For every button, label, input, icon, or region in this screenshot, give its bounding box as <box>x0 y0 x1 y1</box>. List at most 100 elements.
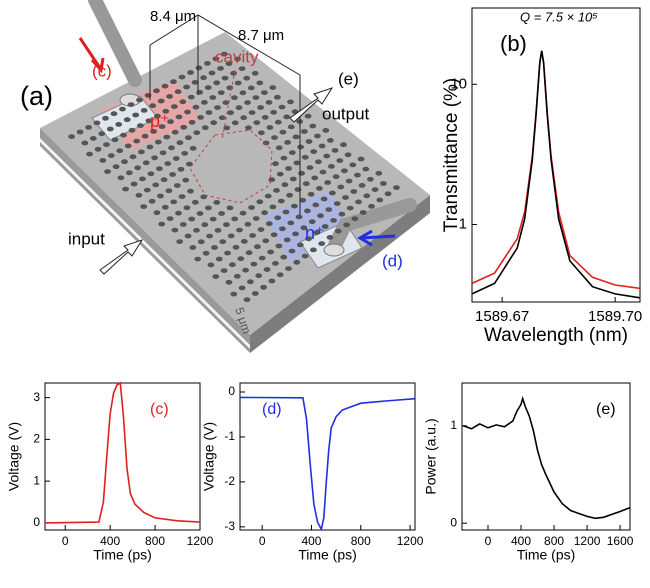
x-tick-label: 400 <box>301 534 321 548</box>
hole <box>252 95 260 100</box>
hole <box>258 255 266 261</box>
hole <box>276 171 284 177</box>
hole <box>310 149 318 155</box>
hole <box>223 222 230 228</box>
hole <box>213 80 221 86</box>
output-label: output <box>322 104 370 123</box>
hole <box>139 176 146 182</box>
hole <box>193 130 201 136</box>
x-tick-label: 1600 <box>607 534 634 548</box>
hole <box>174 89 182 95</box>
x-tick-label: 1200 <box>397 534 424 548</box>
hole <box>187 94 195 100</box>
hole <box>127 102 135 107</box>
hole <box>358 183 366 188</box>
hole <box>165 188 173 194</box>
hole <box>140 108 148 113</box>
hole <box>340 142 347 148</box>
hole <box>98 131 106 137</box>
hole <box>269 204 277 210</box>
y-tick-label: 1 <box>459 215 467 232</box>
hole <box>143 187 151 193</box>
hole <box>231 216 239 222</box>
hole <box>250 261 258 267</box>
x-tick-label: 0 <box>485 534 492 548</box>
hole <box>215 256 223 262</box>
hole <box>170 104 178 109</box>
hole <box>170 79 177 85</box>
x-tick-label: 800 <box>544 534 564 548</box>
hole <box>300 225 308 231</box>
hole <box>111 137 119 143</box>
hole <box>196 89 204 95</box>
hole <box>157 98 165 104</box>
hole <box>156 166 163 172</box>
hole <box>220 268 228 273</box>
hole <box>299 197 307 203</box>
hole <box>264 193 272 199</box>
hole <box>184 109 191 115</box>
hole <box>293 259 301 265</box>
x-tick-label: 0 <box>62 534 69 548</box>
hole <box>225 279 233 285</box>
hole <box>270 232 278 238</box>
hole <box>231 95 238 101</box>
hole <box>263 267 271 272</box>
hole <box>268 177 276 183</box>
hole <box>240 115 248 121</box>
hole <box>393 185 400 191</box>
hole <box>194 256 202 262</box>
slab-side <box>250 195 430 353</box>
hole <box>276 272 284 278</box>
plot-frame <box>239 382 416 531</box>
hole <box>235 105 243 111</box>
hole <box>274 94 281 100</box>
y-tick-label: 0 <box>228 384 235 398</box>
hole <box>232 244 240 250</box>
hole <box>245 250 253 256</box>
hole <box>282 209 290 215</box>
hole <box>270 109 277 115</box>
hole <box>283 114 291 120</box>
hole <box>152 182 160 188</box>
hole <box>240 239 248 244</box>
hole <box>148 198 156 204</box>
hole <box>224 250 232 256</box>
x-tick-label: 400 <box>100 534 120 548</box>
hole <box>189 245 197 250</box>
hole <box>213 200 221 205</box>
hole <box>253 120 261 125</box>
probe-tip <box>323 243 345 257</box>
x-tick-label: 800 <box>145 534 165 548</box>
output-arrow <box>289 87 334 123</box>
hole <box>292 134 300 140</box>
hole <box>180 124 188 130</box>
y-axis-label: Transmittance (%) <box>441 78 462 233</box>
hole <box>287 124 295 130</box>
hole <box>222 100 230 105</box>
hole <box>287 220 295 226</box>
hole <box>332 174 340 180</box>
x-axis-label: Wavelength (nm) <box>484 325 628 346</box>
hole <box>125 170 133 176</box>
hole <box>204 85 212 90</box>
hole <box>331 148 339 153</box>
hole <box>384 191 392 197</box>
y-tick-label: -2 <box>224 474 235 488</box>
hole <box>229 262 236 268</box>
x-axis-label: Time (ps) <box>517 547 576 563</box>
hole <box>153 88 160 94</box>
hole <box>298 170 305 176</box>
input-label: input <box>68 229 105 248</box>
x-tick-label: 0 <box>259 534 266 548</box>
hole <box>123 117 131 123</box>
hole <box>192 104 200 110</box>
hole <box>187 70 194 75</box>
hole <box>354 172 361 178</box>
hole <box>151 155 159 161</box>
annotation: Q = 7.5 × 10⁵ <box>520 9 598 24</box>
hole <box>247 85 255 91</box>
hole <box>242 267 250 273</box>
hole <box>291 203 298 209</box>
